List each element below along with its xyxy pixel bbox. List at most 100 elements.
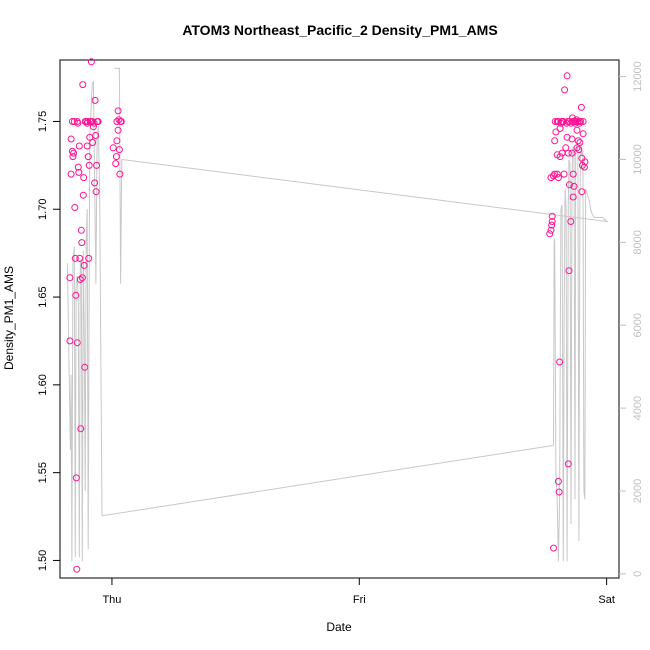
data-point [574, 137, 582, 145]
data-point [77, 425, 85, 433]
data-point [80, 174, 88, 182]
data-point [569, 170, 577, 178]
line-segment-connector [114, 67, 123, 284]
data-point [548, 221, 556, 229]
data-point [112, 160, 120, 168]
data-point [569, 193, 577, 201]
y-axis-right: 0 2000 4000 6000 8000 10000 12000 [619, 61, 644, 577]
data-point [85, 161, 93, 169]
data-point [551, 137, 559, 145]
y-tick-label: 1.55 [37, 462, 49, 483]
series-points [66, 58, 589, 573]
data-point [546, 230, 554, 238]
data-point [80, 261, 88, 269]
data-point [554, 477, 562, 485]
data-point [577, 103, 585, 111]
data-point [78, 239, 86, 247]
line-segment-connector [121, 159, 608, 223]
data-point [89, 123, 97, 131]
data-point [567, 218, 575, 225]
data-point [566, 181, 573, 189]
line-segment-thu [66, 80, 103, 562]
data-point [70, 118, 78, 125]
y-tick-label: 1.70 [37, 199, 49, 220]
data-point [548, 212, 556, 220]
data-point [74, 119, 82, 127]
data-point [75, 168, 83, 176]
data-point [561, 86, 569, 94]
y-tick-label: 1.75 [37, 111, 49, 132]
x-axis: Thu Fri Sat [102, 578, 615, 606]
data-point [576, 139, 584, 146]
data-point [93, 161, 101, 169]
data-point [87, 58, 95, 66]
data-point [81, 363, 89, 371]
line-segment-connector [101, 444, 554, 517]
data-point [550, 544, 557, 552]
y-right-tick-label: 10000 [632, 144, 644, 175]
data-point [575, 119, 583, 127]
data-point [556, 125, 564, 132]
data-point [79, 81, 87, 89]
data-point [73, 565, 81, 573]
y-tick-label: 1.65 [37, 286, 49, 307]
chart-title: ATOM3 Northeast_Pacific_2 Density_PM1_AM… [182, 22, 497, 38]
data-point [68, 147, 76, 155]
data-point [556, 358, 564, 366]
y-axis-label: Density_PM1_AMS [2, 266, 16, 370]
data-point [66, 337, 74, 345]
data-point [551, 170, 559, 178]
data-point [573, 126, 581, 134]
y-right-tick-label: 8000 [632, 230, 644, 254]
y-right-tick-label: 4000 [632, 396, 644, 420]
data-point [564, 460, 572, 468]
y-right-tick-label: 2000 [632, 479, 644, 503]
data-point [112, 153, 120, 161]
data-point [71, 204, 79, 211]
data-point [555, 488, 563, 496]
data-point [554, 174, 562, 182]
data-point [547, 226, 555, 234]
data-point [552, 128, 560, 136]
data-point [72, 474, 80, 482]
data-point [563, 133, 571, 141]
x-axis-label: Date [326, 620, 352, 634]
data-point [570, 182, 578, 190]
data-point [575, 146, 583, 154]
data-point [579, 118, 587, 125]
data-point [73, 339, 81, 347]
data-point [556, 153, 564, 161]
data-point [113, 118, 121, 125]
data-point [67, 135, 75, 143]
data-point [74, 163, 82, 171]
data-point [116, 170, 124, 178]
data-point [78, 274, 86, 282]
data-point [76, 254, 84, 262]
data-point [581, 158, 589, 166]
data-point [114, 126, 122, 134]
data-point [66, 274, 74, 282]
data-point [94, 118, 102, 125]
data-point [109, 144, 117, 152]
data-point [569, 114, 576, 122]
data-point [84, 118, 92, 125]
data-point [565, 267, 573, 275]
data-point [89, 139, 97, 146]
series-line [66, 67, 608, 562]
data-point [79, 191, 87, 199]
data-point [560, 170, 568, 178]
y-right-tick-label: 6000 [632, 313, 644, 337]
data-point [117, 118, 125, 125]
data-point [75, 142, 83, 150]
data-point [92, 188, 100, 196]
y-right-tick-label: 12000 [632, 61, 644, 92]
data-point [113, 137, 121, 145]
data-point [577, 118, 585, 125]
data-point [573, 144, 581, 152]
data-point [550, 172, 557, 180]
data-point [580, 163, 588, 171]
data-point [568, 135, 576, 143]
data-point [578, 188, 586, 196]
data-point [114, 107, 122, 115]
data-point [579, 130, 587, 138]
